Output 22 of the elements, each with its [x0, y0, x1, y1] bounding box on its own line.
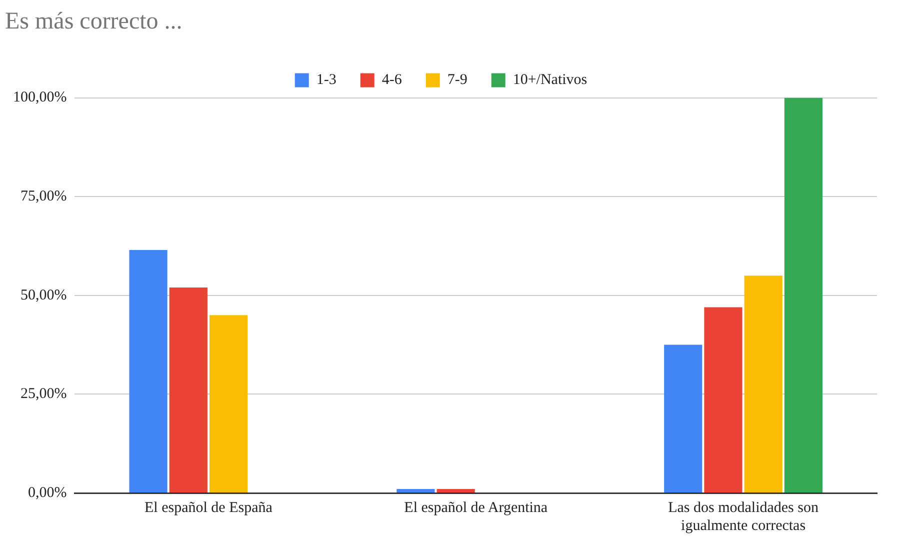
- x-tick-label: Las dos modalidades son igualmente correctas: [668, 500, 819, 534]
- legend-label: 1-3: [316, 72, 336, 88]
- bar: [209, 315, 248, 492]
- bar: [129, 250, 168, 492]
- bar: [704, 307, 742, 492]
- y-tick-label: 50,00%: [20, 287, 67, 304]
- x-tick-label: El español de España: [144, 500, 273, 516]
- bar: [396, 489, 435, 492]
- bar: [744, 276, 782, 492]
- y-tick-label: 75,00%: [20, 188, 67, 205]
- x-tick-label: El español de Argentina: [404, 500, 548, 516]
- bar: [169, 287, 208, 492]
- y-tick-label: 100,00%: [12, 90, 67, 106]
- y-tick-label: 0,00%: [28, 484, 67, 501]
- chart-title: Es más correcto ...: [5, 8, 182, 35]
- legend-label: 7-9: [447, 72, 468, 88]
- bar: [664, 344, 702, 492]
- legend-label: 10+/Nativos: [512, 72, 588, 88]
- bar: [436, 489, 475, 492]
- bar: [784, 98, 823, 492]
- y-tick-label: 25,00%: [20, 386, 67, 402]
- legend-label: 4-6: [382, 72, 402, 88]
